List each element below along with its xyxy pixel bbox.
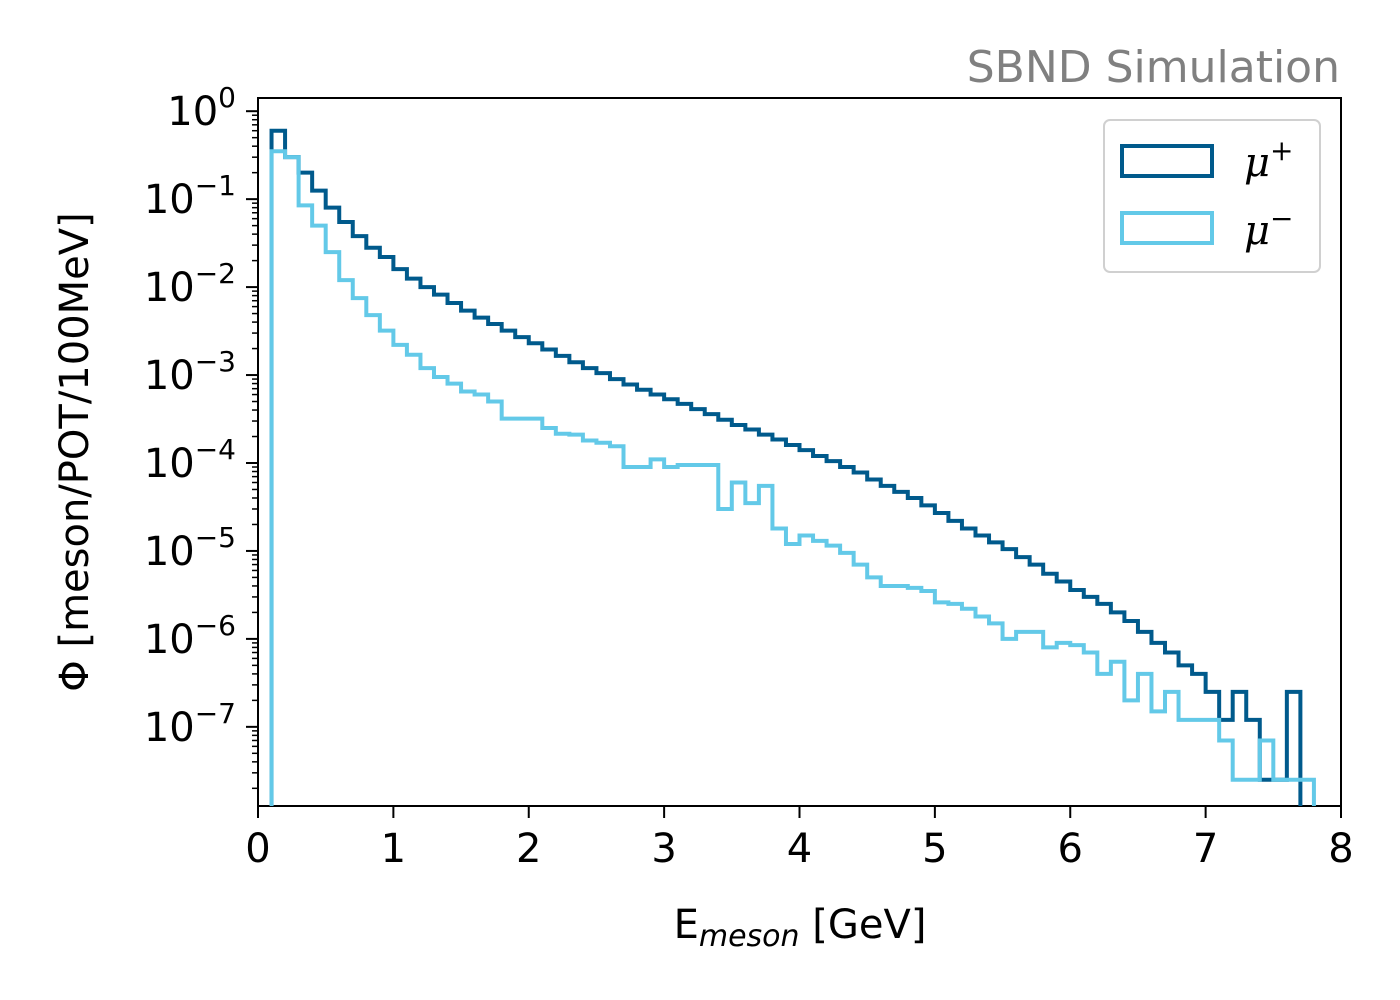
x-axis-label: Emeson [GeV] xyxy=(674,902,927,954)
legend-label-mu-minus: μ− xyxy=(1244,202,1293,254)
legend-swatch-mu-minus xyxy=(1120,211,1214,245)
y-tick-label: 10−5 xyxy=(144,521,236,575)
series-line-mu-plus xyxy=(269,128,1303,806)
y-tick-label: 100 xyxy=(167,81,236,135)
x-tick-label: 4 xyxy=(787,826,812,872)
y-tick-label: 10−3 xyxy=(144,345,236,399)
legend-swatch-mu-plus xyxy=(1120,144,1214,178)
series-line-mu-minus xyxy=(269,149,1316,806)
x-tick-label: 1 xyxy=(381,826,406,872)
x-tick-label: 8 xyxy=(1328,826,1353,872)
y-tick-label: 10−4 xyxy=(144,433,236,487)
series-layer xyxy=(269,128,1316,806)
x-tick-label: 2 xyxy=(516,826,541,872)
y-axis-label: Φ [meson/POT/100MeV] xyxy=(52,212,98,691)
y-axis: 100 10−1 10−2 10−3 10−4 10−5 10−6 10−7 xyxy=(144,81,258,790)
legend-label-mu-plus: μ+ xyxy=(1244,134,1293,186)
legend: μ+ μ− xyxy=(1103,119,1321,273)
x-tick-label: 6 xyxy=(1058,826,1083,872)
simulation-annotation: SBND Simulation xyxy=(967,42,1340,93)
legend-frame xyxy=(1103,119,1321,273)
y-tick-label: 10−7 xyxy=(144,697,236,751)
x-axis: 0 1 2 3 4 5 6 7 8 xyxy=(245,806,1354,872)
y-tick-label: 10−1 xyxy=(144,169,236,223)
y-tick-label: 10−6 xyxy=(144,609,236,663)
x-tick-label: 5 xyxy=(922,826,947,872)
x-tick-label: 0 xyxy=(245,826,270,872)
x-tick-label: 7 xyxy=(1193,826,1218,872)
y-tick-label: 10−2 xyxy=(144,257,236,311)
x-tick-label: 3 xyxy=(651,826,676,872)
